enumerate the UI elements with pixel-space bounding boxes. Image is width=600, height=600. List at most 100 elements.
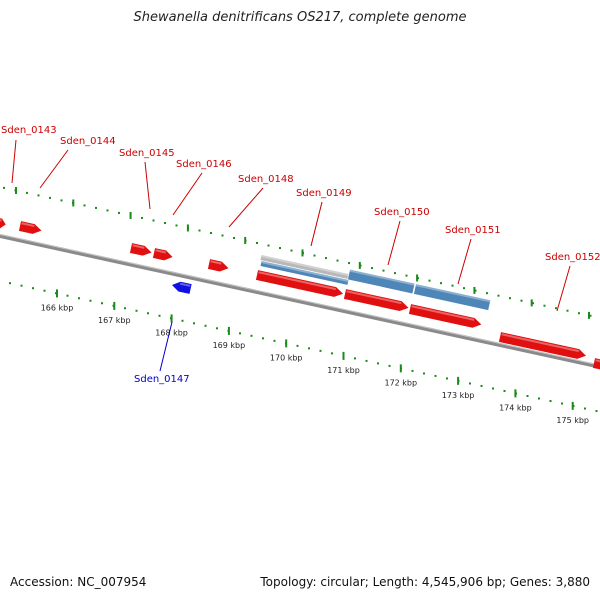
outer-tick-track — [3, 186, 592, 319]
tick-label-168: 168 kbp — [155, 328, 188, 337]
tick-label-170: 170 kbp — [270, 353, 303, 362]
gene-arrow-Sden_0146-shine — [155, 249, 166, 254]
minor-tick — [319, 349, 322, 352]
minor-tick — [446, 377, 448, 380]
minor-tick — [221, 234, 224, 237]
minor-tick — [313, 254, 316, 257]
minor-tick — [204, 324, 207, 327]
gene-arrow-Sden_0148-shine — [210, 260, 222, 265]
gene-label-Sden_0152: Sden_0152 — [545, 252, 600, 263]
minor-tick — [198, 229, 201, 232]
minor-tick — [486, 292, 488, 295]
inner-tick-track — [9, 282, 598, 413]
gene-arrow-Sden_0147-shine — [179, 282, 191, 287]
feature-blue-3 — [413, 284, 491, 311]
gene-label-Sden_0148: Sden_0148 — [238, 174, 294, 185]
minor-tick — [290, 249, 293, 252]
minor-tick — [589, 314, 592, 317]
minor-tick — [262, 337, 264, 340]
gene-arrow-Sden_0152-shine — [501, 333, 580, 353]
minor-tick — [273, 339, 276, 342]
gene-arrow-Sden_0151-shine — [411, 305, 475, 321]
gene-arrow-Sden_0148 — [207, 259, 229, 272]
minor-tick — [561, 402, 563, 405]
tick-label-167: 167 kbp — [98, 316, 131, 325]
leader-line-Sden_0151 — [457, 238, 472, 285]
gene-arrow-Sden_0149 — [255, 270, 343, 297]
minor-tick — [463, 287, 465, 290]
leader-line-Sden_0148 — [228, 187, 264, 228]
gene-arrow-Sden_0150 — [343, 289, 409, 312]
minor-tick — [509, 297, 511, 300]
feature-blue-1-body — [260, 261, 349, 285]
gene-label-Sden_0143: Sden_0143 — [1, 125, 57, 136]
feature-blue-3-body — [413, 284, 491, 311]
minor-tick — [371, 267, 373, 270]
leader-line-Sden_0152 — [556, 265, 571, 312]
minor-tick — [124, 307, 126, 310]
gene-label-Sden_0149: Sden_0149 — [296, 188, 352, 199]
minor-tick — [566, 309, 569, 312]
feature-blue-2-shine — [349, 269, 415, 286]
gene-arrow-Sden_0147-body — [172, 281, 192, 294]
gene-arrow-Sden_0144-shine — [21, 222, 35, 228]
minor-tick — [193, 322, 195, 325]
minor-tick — [451, 284, 454, 287]
gene-arrow-Sden_0145-shine — [132, 244, 145, 249]
minor-tick — [382, 269, 385, 272]
minor-tick — [469, 382, 471, 385]
minor-tick — [152, 219, 155, 222]
minor-tick — [365, 359, 368, 362]
minor-tick — [256, 242, 258, 245]
minor-tick — [78, 297, 80, 300]
gene-label-Sden_0151: Sden_0151 — [445, 225, 501, 236]
gene-arrow-Sden_0151-body — [408, 304, 482, 328]
gene-arrow-Sden_0149-shine — [258, 271, 337, 291]
feature-blue-1 — [260, 261, 349, 285]
feature-blue-2 — [347, 269, 415, 294]
minor-tick — [175, 224, 178, 227]
minor-tick — [95, 206, 97, 209]
minor-tick — [480, 384, 483, 387]
minor-tick — [267, 244, 270, 247]
leader-line-Sden_0146 — [172, 172, 203, 216]
gene-arrow-Sden_0151 — [408, 304, 482, 328]
minor-tick — [101, 302, 103, 305]
gene-label-Sden_0146: Sden_0146 — [176, 159, 232, 170]
minor-tick — [135, 309, 138, 312]
minor-tick — [43, 289, 46, 292]
tick-label-169: 169 kbp — [213, 341, 246, 350]
minor-tick — [377, 362, 379, 365]
minor-tick — [526, 394, 529, 397]
minor-tick — [216, 327, 218, 330]
gene-arrow-Sden_0145 — [129, 243, 152, 256]
minor-tick — [181, 319, 184, 322]
minor-tick — [60, 199, 63, 202]
minor-tick — [147, 312, 149, 315]
minor-tick — [141, 216, 143, 219]
minor-tick — [440, 282, 442, 285]
gene-arrow-edge — [592, 358, 600, 370]
gene-arrow-Sden_0150-shine — [346, 290, 402, 305]
minor-tick — [9, 282, 11, 285]
gene-arrow-edge-body — [592, 358, 600, 370]
minor-tick — [497, 294, 500, 297]
minor-tick — [106, 209, 109, 212]
leader-line-Sden_0150 — [387, 220, 401, 266]
minor-tick — [388, 364, 391, 367]
gene-arrow-Sden_0146 — [152, 248, 173, 261]
minor-tick — [158, 314, 161, 317]
minor-tick — [279, 247, 281, 250]
minor-tick — [474, 289, 477, 292]
gene-arrow-Sden_0145-body — [129, 243, 152, 256]
topology-label: Topology: circular; Length: 4,545,906 bp… — [260, 575, 590, 589]
leader-line-Sden_0149 — [310, 201, 323, 247]
minor-tick — [296, 344, 299, 347]
minor-tick — [538, 397, 540, 400]
minor-tick — [37, 194, 40, 197]
gene-label-Sden_0145: Sden_0145 — [119, 148, 175, 159]
gene-label-Sden_0147: Sden_0147 — [134, 374, 190, 385]
gene-arrow-Sden_0150-body — [343, 289, 409, 312]
minor-tick — [325, 257, 327, 260]
tick-label-172: 172 kbp — [384, 378, 417, 387]
